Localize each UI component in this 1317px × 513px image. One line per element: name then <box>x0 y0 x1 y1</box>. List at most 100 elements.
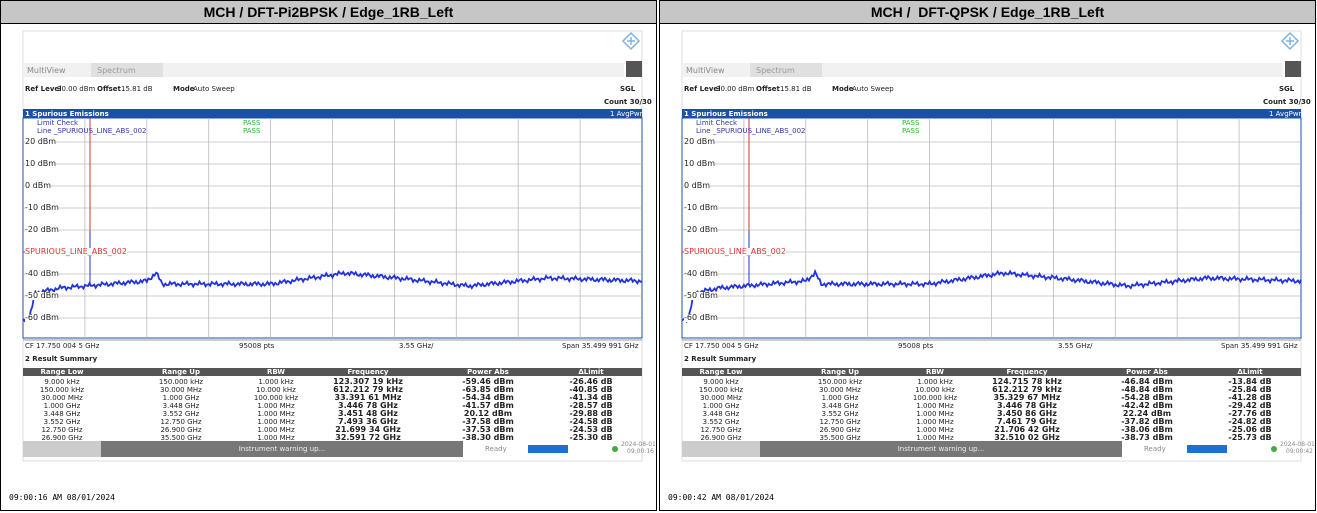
table-cell: 100.000 kHz <box>253 394 299 402</box>
table-cell: 9.000 kHz <box>44 378 80 386</box>
table-cell: -41.34 dB <box>569 393 613 402</box>
value: Auto Sweep <box>852 85 894 93</box>
value: Auto Sweep <box>193 85 235 93</box>
trace-label: 1 AvgPwr <box>610 110 643 118</box>
table-cell: -28.57 dB <box>569 401 613 410</box>
status-text: Instrument warning up... <box>238 445 326 453</box>
table-cell: 35.500 GHz <box>819 434 861 442</box>
table-cell: 612.212 79 kHz <box>333 385 403 394</box>
table-cell: 612.212 79 kHz <box>992 385 1062 394</box>
status-bar <box>101 441 463 457</box>
y-axis-label: -40 dBm <box>684 269 718 278</box>
table-cell: 22.24 dBm <box>1122 409 1172 418</box>
table-cell: -37.82 dBm <box>1121 417 1173 426</box>
table-cell: -25.06 dB <box>1228 425 1272 434</box>
summary-title: 2 Result Summary <box>684 355 757 363</box>
limit-result: PASS <box>243 119 261 127</box>
table-cell: 26.900 GHz <box>819 426 861 434</box>
table-cell: 30.000 MHz <box>700 394 742 402</box>
table-cell: 35.500 GHz <box>160 434 202 442</box>
table-cell: 21.706 42 GHz <box>994 425 1060 434</box>
table-cell: 1.000 MHz <box>257 434 295 442</box>
y-axis-label: 20 dBm <box>684 137 716 146</box>
column-header: RBW <box>266 368 286 376</box>
limit-line-label: Line _SPURIOUS_LINE_ABS_002 <box>696 127 806 135</box>
window-title-bar <box>23 109 642 118</box>
table-cell: -54.28 dBm <box>1121 393 1173 402</box>
limit-result: PASS <box>902 119 920 127</box>
y-axis-label: -10 dBm <box>684 203 718 212</box>
footer-text: 3.55 GHz/ <box>399 342 434 350</box>
table-cell: 1.000 MHz <box>916 418 954 426</box>
table-cell: -24.58 dB <box>569 417 613 426</box>
table-cell: 100.000 kHz <box>912 394 958 402</box>
panel-header: MCH / DFT-Pi2BPSK / Edge_1RB_Left <box>1 1 656 24</box>
tab-bar <box>23 63 624 77</box>
limit-check: Limit Check <box>696 119 738 127</box>
table-cell: -13.84 dB <box>1228 377 1272 386</box>
table-cell: 3.448 GHz <box>821 402 859 410</box>
trace-label: 1 AvgPwr <box>1269 110 1302 118</box>
table-cell: 3.446 78 GHz <box>338 401 398 410</box>
table-cell: 3.451 48 GHz <box>338 409 398 418</box>
table-cell: -26.46 dB <box>569 377 613 386</box>
table-cell: 124.715 78 kHz <box>992 377 1062 386</box>
limit-result: PASS <box>902 127 920 135</box>
table-cell: 1.000 GHz <box>162 394 200 402</box>
y-axis-label: 20 dBm <box>25 137 57 146</box>
window-title: 1 Spurious Emissions <box>25 110 109 118</box>
table-cell: 3.552 GHz <box>702 418 740 426</box>
column-header: Range Up <box>162 368 200 376</box>
label: Offset <box>97 85 121 93</box>
table-cell: -40.85 dB <box>569 385 613 394</box>
table-cell: 1.000 kHz <box>917 378 953 386</box>
table-cell: -29.42 dB <box>1228 401 1272 410</box>
status-ready: Ready <box>1144 445 1166 453</box>
table-cell: 12.750 GHz <box>41 426 83 434</box>
progress <box>528 445 568 453</box>
status-time: 09:00:42 <box>1286 448 1313 455</box>
footer-text: 3.55 GHz/ <box>1058 342 1093 350</box>
table-cell: -54.34 dBm <box>462 393 514 402</box>
table-cell: 150.000 kHz <box>39 386 85 394</box>
table-cell: 150.000 kHz <box>698 386 744 394</box>
table-cell: 1.000 MHz <box>916 434 954 442</box>
status-left <box>682 441 760 457</box>
limit-line-label: Line _SPURIOUS_LINE_ABS_002 <box>37 127 147 135</box>
logo <box>1280 31 1300 51</box>
table-cell: 7.461 79 GHz <box>997 417 1057 426</box>
table-cell: 3.552 GHz <box>162 410 200 418</box>
column-header: Power Abs <box>467 368 509 376</box>
table-cell: 21.699 34 GHz <box>335 425 401 434</box>
footer-text: CF 17.750 004 5 GHz <box>25 342 100 350</box>
y-axis-label: -40 dBm <box>25 269 59 278</box>
table-cell: 1.000 MHz <box>257 418 295 426</box>
table-cell: 1.000 MHz <box>916 426 954 434</box>
status-text: Instrument warning up... <box>897 445 985 453</box>
tab-label: MultiView <box>686 66 725 75</box>
y-axis-label: 0 dBm <box>684 181 710 190</box>
column-header: Range Low <box>40 368 84 376</box>
table-cell: 1.000 GHz <box>821 394 859 402</box>
table-cell: -29.88 dB <box>569 409 613 418</box>
table-cell: 3.446 78 GHz <box>997 401 1057 410</box>
table-cell: 1.000 kHz <box>258 378 294 386</box>
column-header: Range Up <box>821 368 859 376</box>
table-cell: 3.448 GHz <box>43 410 81 418</box>
table-cell: 20.12 dBm <box>463 409 513 418</box>
table-cell: 30.000 MHz <box>160 386 202 394</box>
tab-label: MultiView <box>27 66 66 75</box>
table-cell: 3.552 GHz <box>43 418 81 426</box>
column-header: ΔLimit <box>578 368 604 376</box>
table-cell: -24.82 dB <box>1228 417 1272 426</box>
table-cell: 7.493 36 GHz <box>338 417 398 426</box>
table-cell: 150.000 kHz <box>158 378 204 386</box>
table-cell: 1.000 GHz <box>702 402 740 410</box>
status-ready: Ready <box>485 445 507 453</box>
label: Ref Level <box>684 85 721 93</box>
table-cell: 32.591 72 GHz <box>335 433 401 442</box>
value: 15.81 dB <box>121 85 153 93</box>
y-axis-label: -60 dBm <box>684 313 718 322</box>
value: 30.00 dBm <box>716 85 755 93</box>
table-cell: -38.06 dBm <box>1121 425 1173 434</box>
